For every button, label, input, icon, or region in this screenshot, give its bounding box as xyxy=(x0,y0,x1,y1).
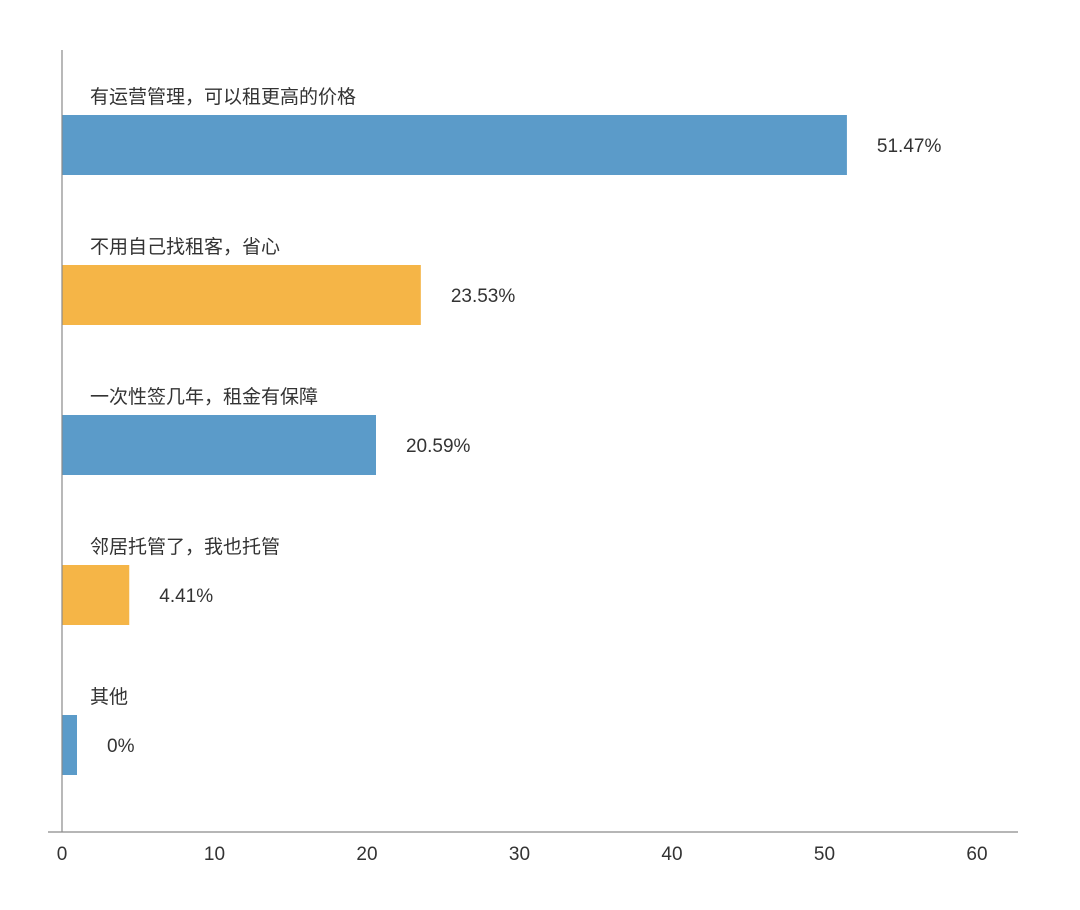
x-tick-label: 20 xyxy=(356,844,377,865)
value-label: 51.47% xyxy=(877,136,942,157)
x-tick-label: 30 xyxy=(509,844,530,865)
category-label: 有运营管理，可以租更高的价格 xyxy=(90,86,356,108)
x-tick-label: 0 xyxy=(57,844,68,865)
x-tick-label: 50 xyxy=(814,844,835,865)
value-label: 23.53% xyxy=(451,286,516,307)
bar xyxy=(62,115,847,175)
x-tick-label: 60 xyxy=(966,844,987,865)
category-label: 其他 xyxy=(90,686,128,708)
value-label: 20.59% xyxy=(406,436,471,457)
category-label: 不用自己找租客，省心 xyxy=(90,236,280,258)
bars-layer xyxy=(62,115,847,775)
x-axis-ticks: 0 10 20 30 40 50 60 xyxy=(57,844,988,865)
bar xyxy=(62,265,421,325)
x-tick-label: 40 xyxy=(661,844,682,865)
value-label: 0% xyxy=(107,736,135,757)
bar xyxy=(62,565,130,625)
bar xyxy=(62,715,77,775)
bar xyxy=(62,415,376,475)
category-label: 邻居托管了，我也托管 xyxy=(90,536,280,558)
category-label: 一次性签几年，租金有保障 xyxy=(90,386,318,408)
value-label: 4.41% xyxy=(159,586,213,607)
labels-layer: 有运营管理，可以租更高的价格 51.47% 不用自己找租客，省心 23.53% 一次性签… xyxy=(90,86,941,757)
x-tick-label: 10 xyxy=(204,844,225,865)
